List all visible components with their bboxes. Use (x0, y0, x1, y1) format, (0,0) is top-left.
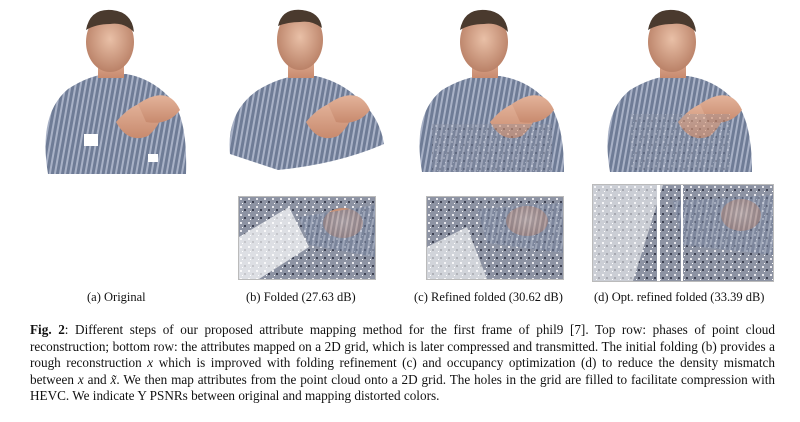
subcaption-a: (a) Original (87, 290, 146, 304)
panel-opt-refined-folded (590, 4, 780, 282)
panel-folded (218, 4, 398, 280)
point-cloud-folded (229, 9, 384, 170)
subcaption-b: (b) Folded (27.63 dB) (246, 290, 356, 304)
panel-refined-folded (402, 4, 582, 280)
caption-var-x-tilde: x̃ (110, 371, 117, 387)
subcaption-c: (c) Refined folded (30.62 dB) (414, 290, 563, 304)
caption-var-x: x (147, 355, 154, 371)
grid-map-folded (238, 196, 376, 280)
panel-original (28, 4, 208, 184)
point-cloud-original (45, 9, 187, 174)
caption-var-x-2: x (77, 371, 84, 387)
figure-caption: Fig. 2: Different steps of our proposed … (30, 322, 775, 405)
grid-map-refined (426, 196, 564, 280)
caption-text-3: and (83, 371, 111, 387)
grid-map-opt-refined (592, 184, 774, 282)
caption-text-2: which is improved with folding refinemen… (30, 355, 776, 387)
caption-text-1: : Different steps of our proposed attrib… (30, 322, 775, 371)
figure-label: Fig. 2 (30, 322, 65, 337)
point-cloud-opt-refined (607, 9, 752, 172)
point-cloud-refined (419, 9, 564, 172)
subcaption-d: (d) Opt. refined folded (33.39 dB) (594, 290, 765, 304)
caption-text-4: . We then map attributes from the point … (30, 371, 776, 404)
